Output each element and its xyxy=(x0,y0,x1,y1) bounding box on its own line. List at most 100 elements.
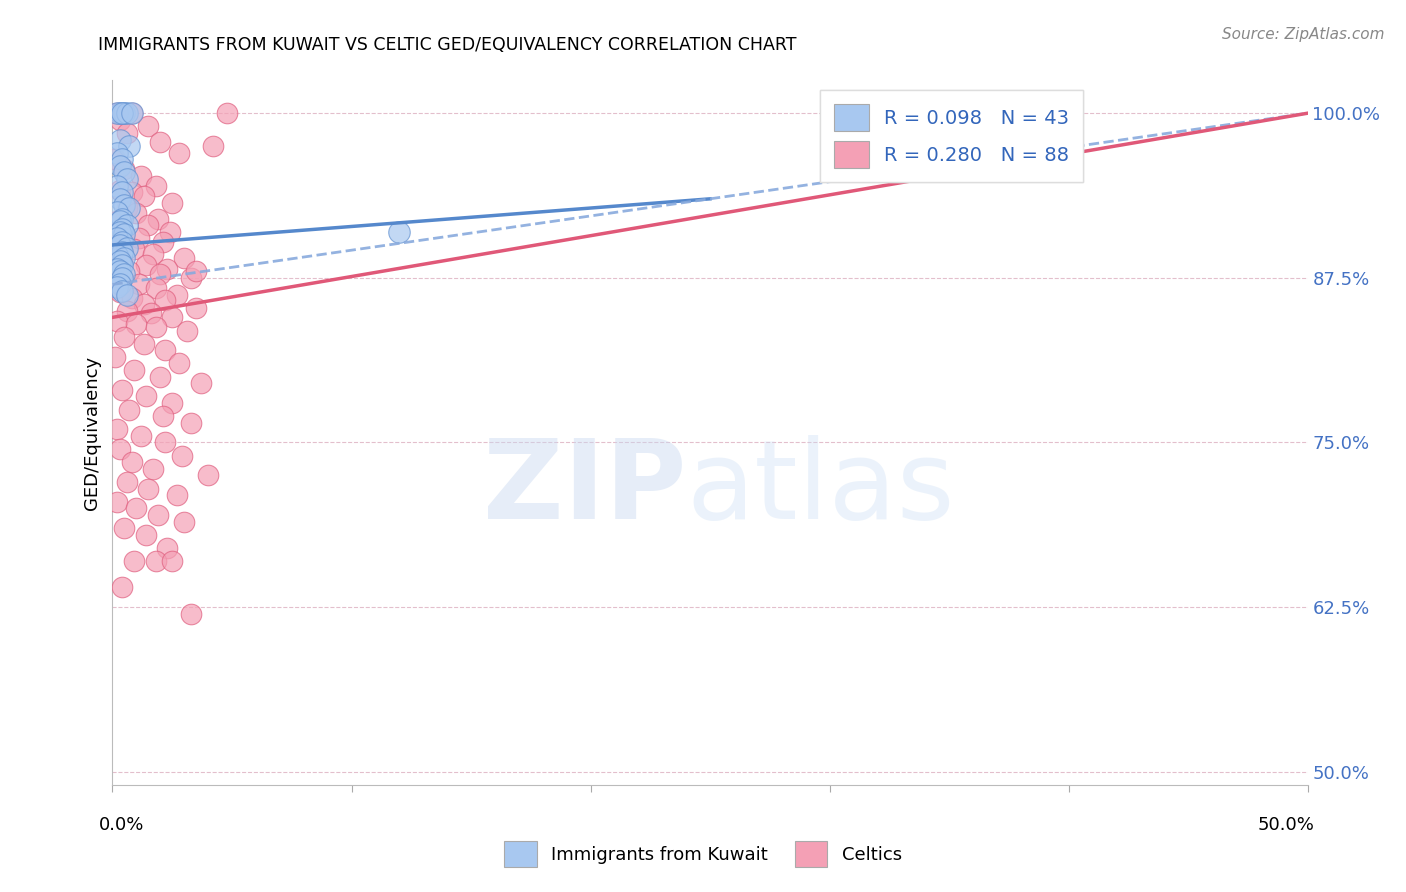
Text: atlas: atlas xyxy=(686,435,955,542)
Point xyxy=(114,161,135,176)
Point xyxy=(108,106,131,120)
Text: ZIP: ZIP xyxy=(482,435,686,542)
Point xyxy=(108,112,131,127)
Point xyxy=(114,521,135,535)
Point xyxy=(217,106,239,120)
Y-axis label: GED/Equivalency: GED/Equivalency xyxy=(83,356,101,509)
Point xyxy=(139,306,162,320)
Point xyxy=(180,607,202,621)
Point xyxy=(152,409,174,424)
Point xyxy=(162,396,183,410)
Point xyxy=(114,267,135,281)
Point xyxy=(105,495,128,509)
Point xyxy=(114,165,135,179)
Point xyxy=(108,159,131,173)
Point xyxy=(186,264,208,278)
Point xyxy=(108,225,131,239)
Point xyxy=(105,280,128,294)
Point xyxy=(153,435,176,450)
Point xyxy=(105,145,128,160)
Point xyxy=(114,198,135,212)
Point xyxy=(197,468,219,483)
Text: 50.0%: 50.0% xyxy=(1258,816,1315,834)
Point xyxy=(122,363,145,377)
Point xyxy=(121,106,143,120)
Point xyxy=(166,488,188,502)
Point xyxy=(118,201,141,215)
Point xyxy=(111,106,134,120)
Point xyxy=(105,261,128,276)
Point xyxy=(128,277,150,292)
Point xyxy=(118,402,141,417)
Point xyxy=(118,264,141,278)
Point xyxy=(122,554,145,568)
Point xyxy=(114,106,135,120)
Point xyxy=(118,139,141,153)
Point xyxy=(132,297,155,311)
Point xyxy=(146,508,169,522)
Point xyxy=(135,527,157,541)
Point xyxy=(105,106,128,120)
Point xyxy=(115,475,138,489)
Point xyxy=(180,416,202,430)
Point xyxy=(162,554,183,568)
Point xyxy=(105,231,128,245)
Point xyxy=(156,261,179,276)
Point xyxy=(114,227,135,242)
Point xyxy=(138,218,160,232)
Point xyxy=(135,258,157,272)
Point xyxy=(149,267,172,281)
Point xyxy=(108,214,131,228)
Point xyxy=(388,225,411,239)
Point xyxy=(153,293,176,308)
Point xyxy=(129,169,152,184)
Point xyxy=(190,376,212,391)
Point xyxy=(170,449,193,463)
Point xyxy=(105,178,128,193)
Point xyxy=(173,251,195,265)
Point xyxy=(180,270,202,285)
Point xyxy=(115,241,138,255)
Point xyxy=(145,554,167,568)
Point xyxy=(156,541,179,555)
Point xyxy=(132,336,155,351)
Point xyxy=(114,227,135,242)
Point xyxy=(149,369,172,384)
Point xyxy=(138,120,160,134)
Point xyxy=(108,183,131,197)
Point xyxy=(105,205,128,219)
Point xyxy=(111,581,134,595)
Point xyxy=(111,258,134,272)
Point xyxy=(108,132,131,146)
Point xyxy=(115,218,138,232)
Point xyxy=(142,247,165,261)
Point xyxy=(149,135,172,149)
Point xyxy=(166,288,188,302)
Point xyxy=(186,301,208,315)
Point xyxy=(125,317,148,331)
Point xyxy=(108,277,131,292)
Text: IMMIGRANTS FROM KUWAIT VS CELTIC GED/EQUIVALENCY CORRELATION CHART: IMMIGRANTS FROM KUWAIT VS CELTIC GED/EQU… xyxy=(98,36,797,54)
Text: 0.0%: 0.0% xyxy=(98,816,143,834)
Point xyxy=(108,238,131,252)
Point xyxy=(111,222,134,236)
Point xyxy=(176,324,198,338)
Point xyxy=(105,422,128,436)
Point xyxy=(169,145,191,160)
Point xyxy=(114,251,135,265)
Point xyxy=(125,206,148,220)
Point xyxy=(111,270,134,285)
Point xyxy=(111,153,134,167)
Point xyxy=(115,201,138,215)
Point xyxy=(138,482,160,496)
Point xyxy=(111,284,134,298)
Point xyxy=(115,126,138,140)
Point xyxy=(108,192,131,206)
Point xyxy=(108,264,131,278)
Point xyxy=(162,310,183,325)
Point xyxy=(105,106,128,120)
Legend: Immigrants from Kuwait, Celtics: Immigrants from Kuwait, Celtics xyxy=(496,834,910,874)
Point xyxy=(105,275,128,289)
Point xyxy=(121,106,143,120)
Point xyxy=(121,455,143,469)
